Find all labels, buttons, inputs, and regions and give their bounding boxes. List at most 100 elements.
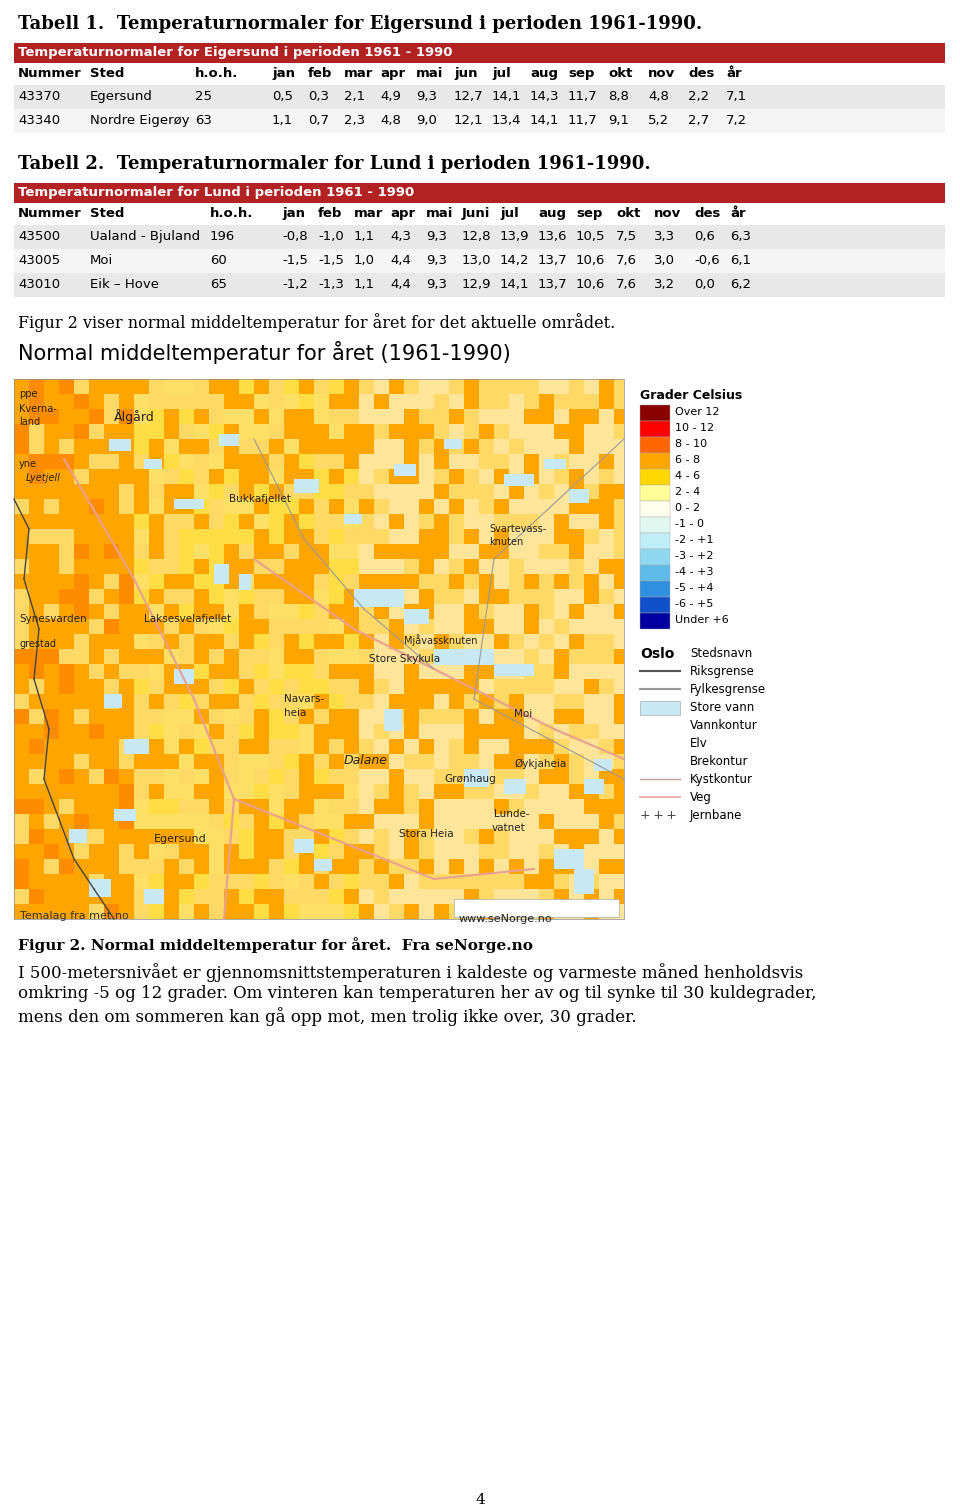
Bar [584, 828, 599, 843]
Bar [479, 514, 494, 529]
Bar [239, 739, 254, 755]
Text: Fylkesgrense: Fylkesgrense [690, 684, 766, 696]
Bar [374, 873, 389, 889]
Text: aug: aug [530, 66, 558, 80]
Bar [209, 873, 224, 889]
Text: 6,3: 6,3 [730, 230, 751, 242]
Bar [479, 468, 494, 483]
Text: mai: mai [416, 66, 444, 80]
Text: Normal middeltemperatur for året (1961-1990): Normal middeltemperatur for året (1961-1… [18, 340, 511, 364]
Bar [119, 634, 134, 649]
Bar [524, 800, 539, 815]
Bar [584, 483, 599, 498]
Bar [74, 559, 89, 574]
Bar [494, 514, 509, 529]
Bar [389, 453, 404, 468]
Bar [119, 514, 134, 529]
Bar [344, 815, 359, 828]
Bar [389, 634, 404, 649]
Bar [134, 559, 149, 574]
Bar [329, 380, 344, 395]
Bar [524, 619, 539, 634]
Bar [119, 425, 134, 440]
Bar [614, 574, 624, 589]
Bar [149, 755, 164, 770]
Bar [144, 889, 164, 904]
Bar [614, 395, 624, 410]
Bar [569, 410, 584, 425]
Bar [59, 904, 74, 919]
Bar [584, 604, 599, 619]
Bar [419, 800, 434, 815]
Bar [539, 709, 554, 724]
Bar [239, 679, 254, 694]
Bar [569, 559, 584, 574]
Bar [119, 739, 134, 755]
Bar [599, 904, 614, 919]
Text: 4,8: 4,8 [380, 114, 401, 127]
Bar [640, 405, 670, 422]
Bar [479, 483, 494, 498]
Bar [89, 589, 104, 604]
Bar [329, 679, 344, 694]
Bar [584, 904, 599, 919]
Bar [314, 634, 329, 649]
Bar [59, 889, 74, 904]
Bar [479, 889, 494, 904]
Bar [494, 559, 509, 574]
Bar [479, 544, 494, 559]
Bar [224, 483, 239, 498]
Bar [419, 380, 434, 395]
Bar [269, 858, 284, 873]
Bar [494, 453, 509, 468]
Bar [389, 828, 404, 843]
Bar [434, 694, 449, 709]
Bar [239, 483, 254, 498]
Bar [269, 755, 284, 770]
Bar [494, 544, 509, 559]
Bar [14, 395, 29, 410]
Bar [389, 468, 404, 483]
Bar [509, 724, 524, 739]
Bar [344, 425, 359, 440]
Bar [449, 559, 464, 574]
Text: mai: mai [426, 206, 453, 220]
Bar [179, 453, 194, 468]
Bar [224, 858, 239, 873]
Bar [299, 483, 314, 498]
Bar [464, 619, 479, 634]
Bar [29, 755, 44, 770]
Bar [329, 514, 344, 529]
Bar [224, 529, 239, 544]
Bar [44, 694, 59, 709]
Bar [344, 498, 359, 514]
Bar [554, 858, 569, 873]
Text: 14,1: 14,1 [530, 114, 560, 127]
Bar [119, 529, 134, 544]
Bar [494, 468, 509, 483]
Bar [284, 589, 299, 604]
Bar [164, 380, 179, 395]
Bar [449, 395, 464, 410]
Bar [29, 873, 44, 889]
Bar [344, 889, 359, 904]
Text: 4,4: 4,4 [390, 255, 411, 267]
Bar [359, 739, 374, 755]
Bar [209, 634, 224, 649]
Text: 43340: 43340 [18, 114, 60, 127]
Bar [359, 889, 374, 904]
Bar [59, 858, 74, 873]
Bar [614, 770, 624, 785]
Bar [509, 889, 524, 904]
Bar [89, 574, 104, 589]
Bar [134, 694, 149, 709]
Bar [149, 843, 164, 858]
Bar [640, 485, 670, 501]
Bar [239, 815, 254, 828]
Bar [149, 440, 164, 453]
Bar [239, 634, 254, 649]
Bar [119, 709, 134, 724]
Bar [359, 619, 374, 634]
Bar [254, 619, 269, 634]
Bar [119, 694, 134, 709]
